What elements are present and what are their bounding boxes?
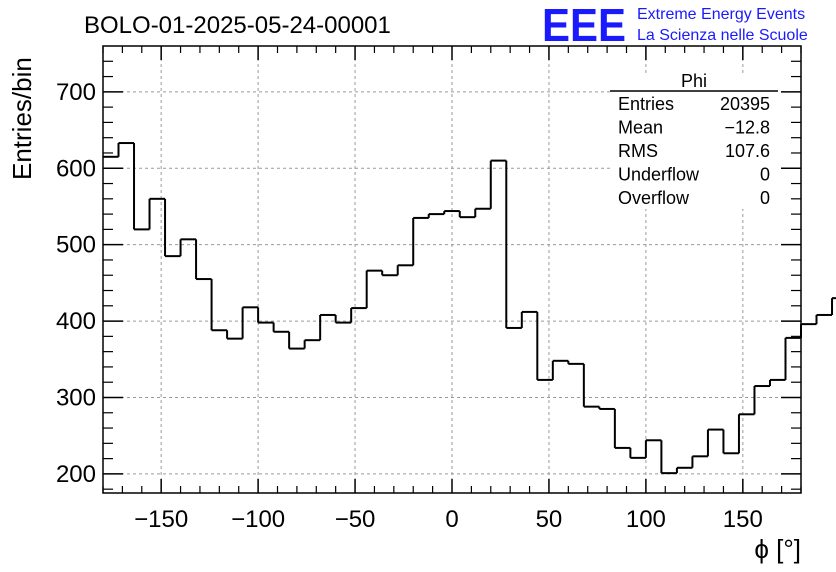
x-tick-label: 150 [723, 506, 763, 533]
axis-ticks [102, 46, 802, 493]
eee-logo: EEE Extreme Energy Events La Scienza nel… [542, 0, 808, 51]
y-tick-label: 300 [56, 384, 96, 411]
y-tick-label: 200 [56, 461, 96, 488]
y-axis-label: Entries/bin [7, 57, 37, 180]
x-tick-label: −150 [134, 506, 188, 533]
stats-row-value: 0 [760, 188, 770, 208]
x-tick-label: −50 [335, 506, 376, 533]
eee-logo-line1: Extreme Energy Events [637, 6, 805, 23]
x-tick-labels: −150 −100 −50 0 50 100 150 [134, 506, 763, 533]
y-tick-labels: 200 300 400 500 600 700 [56, 79, 96, 488]
stats-box: Phi Entries 20395 Mean −12.8 RMS 107.6 Underfl… [610, 71, 778, 209]
eee-logo-mark: EEE [542, 0, 626, 51]
stats-row-value: 107.6 [725, 141, 770, 161]
y-tick-label: 500 [56, 232, 96, 259]
x-tick-label: 50 [536, 506, 563, 533]
x-tick-label: −100 [231, 506, 285, 533]
x-tick-label: 0 [445, 506, 458, 533]
stats-box-background [610, 75, 778, 209]
stats-row-label: Mean [618, 118, 663, 138]
histogram-bins [103, 142, 836, 475]
stats-row-value: −12.8 [724, 118, 770, 138]
stats-row-value: 20395 [720, 94, 770, 114]
stats-box-name: Phi [681, 71, 707, 91]
x-axis-label: ϕ [°] [754, 534, 801, 564]
stats-row-label: Overflow [618, 188, 690, 208]
y-tick-label: 400 [56, 308, 96, 335]
stats-row-label: Underflow [618, 165, 700, 185]
chart-title: BOLO-01-2025-05-24-00001 [84, 12, 391, 39]
plot-frame [102, 45, 802, 494]
stats-row-label: Entries [618, 94, 674, 114]
x-tick-label: 100 [626, 506, 666, 533]
y-tick-label: 700 [56, 79, 96, 106]
y-tick-label: 600 [56, 155, 96, 182]
eee-logo-line2: La Scienza nelle Scuole [637, 27, 808, 44]
stats-row-label: RMS [618, 141, 658, 161]
stats-row-value: 0 [760, 165, 770, 185]
